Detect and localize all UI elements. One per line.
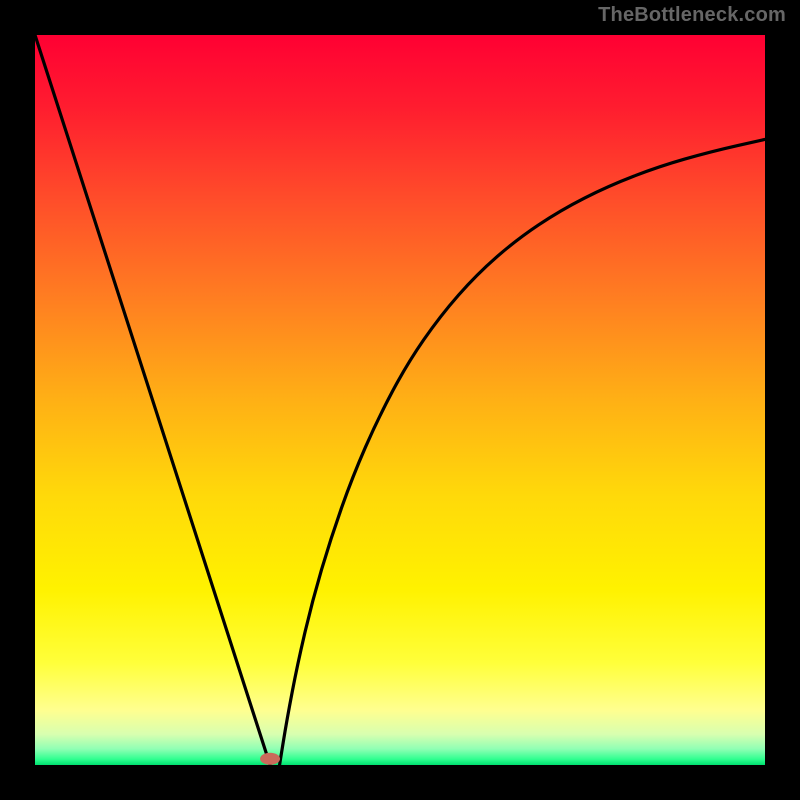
chart-stage: TheBottleneck.com	[0, 0, 800, 800]
attribution-text: TheBottleneck.com	[598, 4, 786, 27]
dip-marker	[260, 753, 280, 765]
bottleneck-chart	[35, 35, 765, 765]
plot-background	[35, 35, 765, 765]
